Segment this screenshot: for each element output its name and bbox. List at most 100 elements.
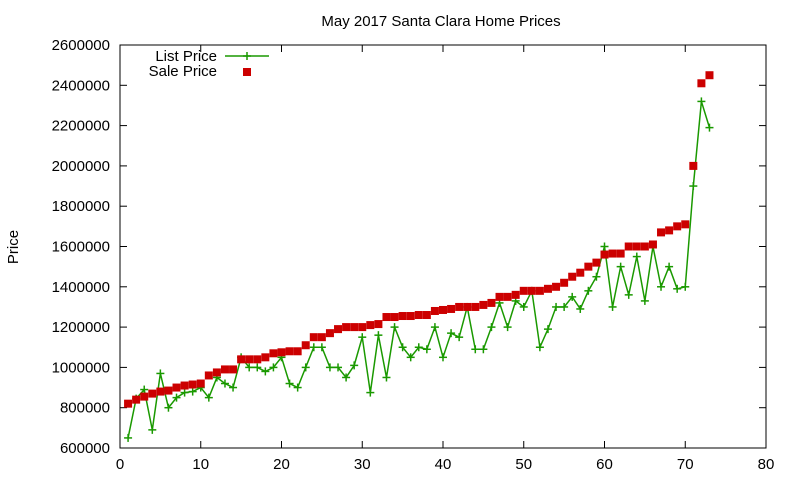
data-point-list-price: [140, 385, 149, 394]
data-point-sale-price: [616, 249, 625, 258]
data-point-list-price: [608, 302, 617, 311]
data-point-sale-price: [366, 321, 375, 330]
data-point-list-price: [293, 383, 302, 392]
data-point-sale-price: [172, 383, 181, 392]
y-tick-label: 2200000: [52, 118, 110, 135]
data-point-sale-price: [237, 355, 246, 364]
y-tick-label: 1400000: [52, 279, 110, 296]
data-point-list-price: [366, 388, 375, 397]
data-point-list-price: [124, 433, 133, 442]
data-point-sale-price: [342, 323, 351, 332]
chart-title: May 2017 Santa Clara Home Prices: [321, 13, 560, 30]
data-point-sale-price: [269, 349, 278, 358]
series-sale-price: [124, 71, 714, 408]
x-tick-label: 60: [596, 456, 613, 473]
data-point-sale-price: [180, 381, 189, 390]
data-point-sale-price: [148, 389, 157, 398]
data-point-sale-price: [447, 304, 456, 313]
data-point-list-price: [503, 323, 512, 332]
data-point-list-price: [681, 282, 690, 291]
y-tick-label: 1600000: [52, 239, 110, 256]
y-tick-label: 1000000: [52, 359, 110, 376]
data-point-sale-price: [334, 325, 343, 334]
data-point-sale-price: [124, 399, 133, 408]
data-point-list-price: [334, 363, 343, 372]
x-tick-label: 10: [192, 456, 209, 473]
data-point-list-price: [390, 323, 399, 332]
data-point-list-price: [624, 290, 633, 299]
data-point-sale-price: [293, 347, 302, 356]
legend-swatches: [225, 52, 269, 76]
data-point-sale-price: [519, 286, 528, 295]
data-point-list-price: [422, 345, 431, 354]
data-point-sale-price: [382, 313, 391, 322]
data-point-sale-price: [398, 312, 407, 321]
data-point-list-price: [245, 363, 254, 372]
legend-marker-list-price: [243, 52, 251, 60]
y-tick-label: 800000: [60, 400, 110, 417]
data-point-sale-price: [503, 292, 512, 301]
data-point-list-price: [519, 302, 528, 311]
data-point-sale-price: [705, 71, 714, 80]
data-point-list-price: [543, 325, 552, 334]
x-tick-label: 20: [273, 456, 290, 473]
series-line-list-price: [127, 101, 711, 439]
data-point-sale-price: [535, 286, 544, 295]
data-point-sale-price: [681, 220, 690, 229]
data-point-sale-price: [455, 302, 464, 311]
axis-ticks: 0 10 20 30 40 50 60 70 80 600000 800000 1000000 1200…: [52, 37, 775, 473]
data-point-list-price: [697, 97, 706, 106]
data-point-list-price: [301, 363, 310, 372]
data-point-sale-price: [439, 305, 447, 314]
data-point-list-price: [309, 343, 318, 352]
data-point-sale-price: [600, 250, 609, 259]
y-tick-label: 2400000: [52, 77, 110, 94]
data-point-sale-price: [673, 222, 682, 231]
y-axis-label: Price: [5, 230, 22, 264]
data-point-sale-price: [350, 323, 359, 332]
data-point-sale-price: [543, 284, 552, 293]
data-point-list-price: [342, 373, 351, 382]
data-point-list-price: [398, 343, 407, 352]
data-point-sale-price: [414, 311, 423, 320]
data-point-list-price: [180, 388, 189, 397]
data-point-list-price: [632, 252, 641, 261]
data-point-list-price: [317, 343, 326, 352]
data-point-list-price: [616, 262, 625, 271]
data-point-list-price: [584, 286, 593, 295]
data-point-list-price: [576, 304, 585, 313]
data-point-list-price: [229, 383, 238, 392]
legend-label-sale-price: Sale Price: [149, 63, 217, 80]
data-point-list-price: [172, 393, 181, 402]
data-point-sale-price: [164, 386, 173, 395]
data-point-sale-price: [325, 329, 334, 338]
data-point-sale-price: [285, 347, 294, 356]
data-point-list-price: [600, 242, 609, 251]
data-point-list-price: [657, 282, 666, 291]
data-point-list-price: [640, 296, 649, 305]
data-point-sale-price: [406, 312, 415, 321]
data-point-sale-price: [568, 272, 577, 281]
data-series: [124, 71, 714, 442]
data-point-sale-price: [140, 392, 149, 401]
data-point-sale-price: [648, 240, 657, 249]
data-point-sale-price: [576, 268, 585, 277]
data-point-sale-price: [689, 161, 698, 170]
data-point-list-price: [285, 379, 294, 388]
legend-label-list-price: List Price: [155, 48, 217, 65]
data-point-sale-price: [358, 323, 367, 332]
x-tick-label: 0: [116, 456, 124, 473]
y-tick-label: 1800000: [52, 198, 110, 215]
data-point-sale-price: [560, 278, 569, 287]
data-point-sale-price: [665, 226, 674, 235]
data-point-list-price: [188, 387, 197, 396]
data-point-sale-price: [592, 258, 601, 267]
data-point-sale-price: [697, 79, 706, 88]
x-tick-label: 70: [677, 456, 694, 473]
data-point-sale-price: [552, 282, 561, 291]
y-tick-label: 2000000: [52, 158, 110, 175]
series-list-price: [124, 97, 714, 442]
data-point-list-price: [253, 363, 262, 372]
data-point-sale-price: [245, 355, 254, 364]
